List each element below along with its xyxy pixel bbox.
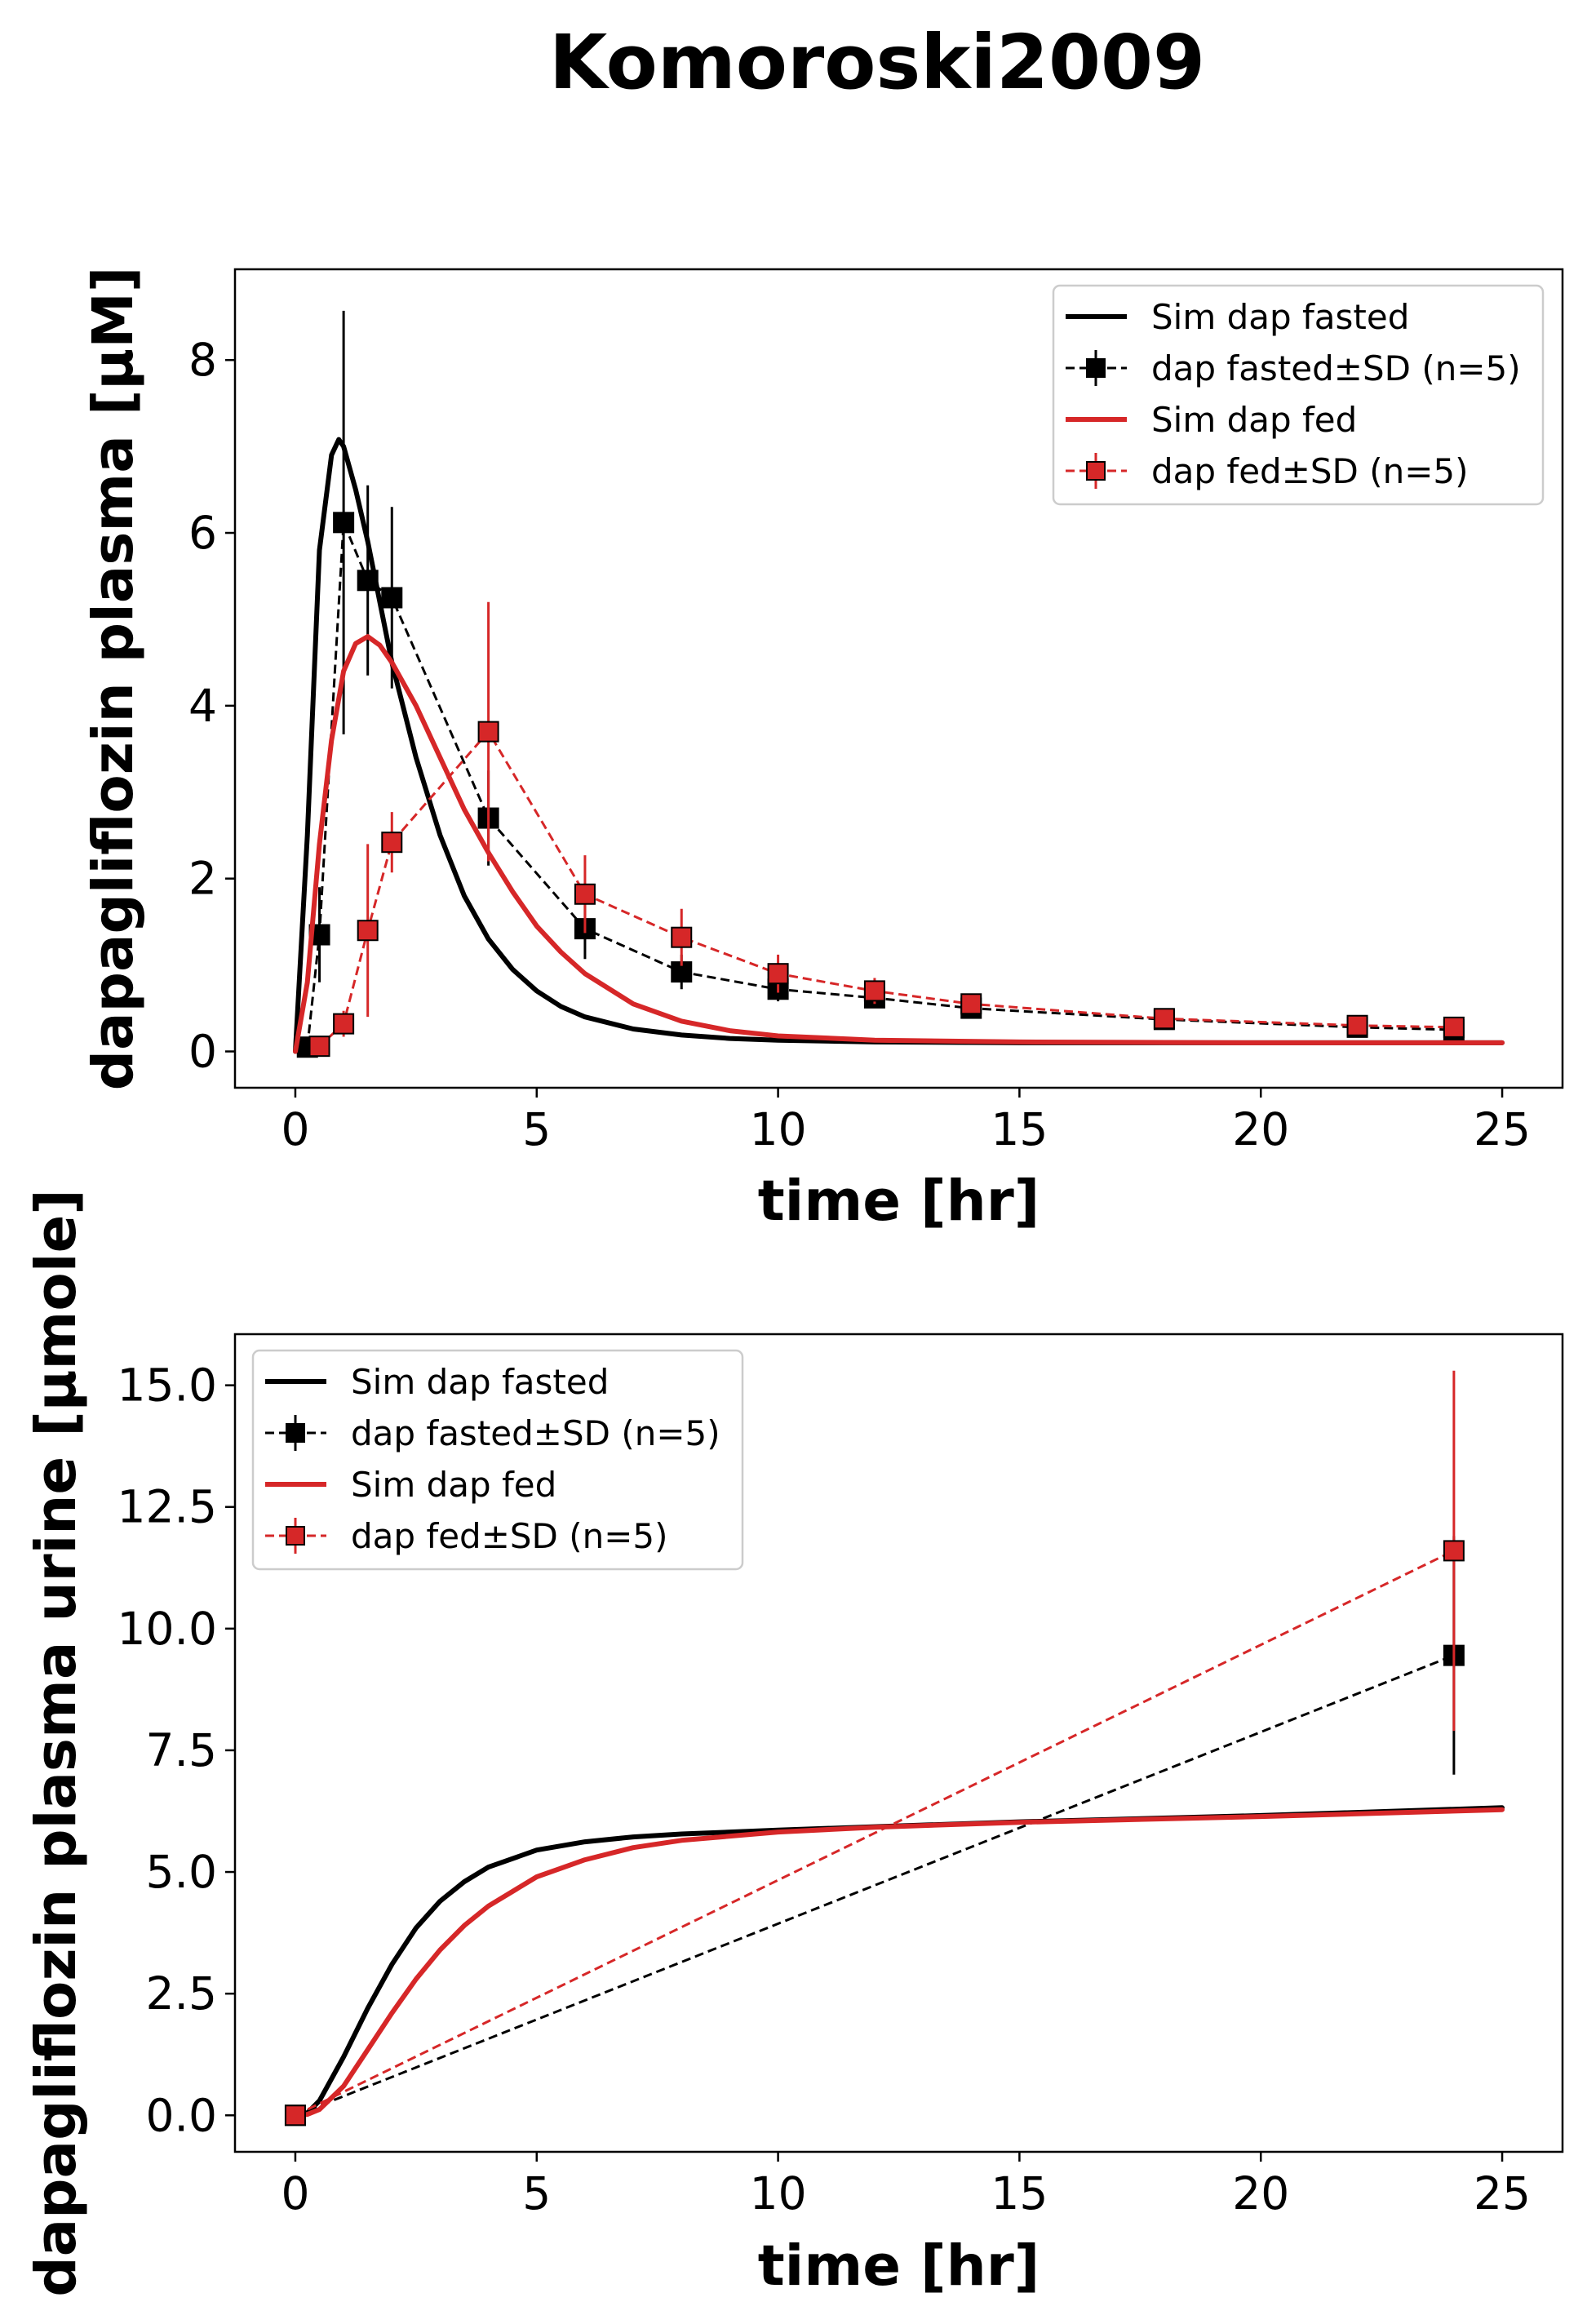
urine-y-tick-label: 2.5: [146, 1967, 217, 2020]
plasma-series-sim-dap-fasted: [293, 437, 1505, 1054]
plasma-series-dap-fasted-sd-n-5-dashed-line: [306, 521, 1454, 1048]
urine-x-tick-label: 5: [522, 2167, 551, 2220]
urine-legend-dap-fed-sd-n-5-label: dap fed±SD (n=5): [351, 1516, 668, 1556]
urine-legend-dap-fed-sd-n-5-swatch-marker: [286, 1526, 305, 1546]
plasma-legend: Sim dap fasted dap fasted±SD (n=5) Sim dap…: [1052, 284, 1545, 506]
urine-series-sim-dap-fed: [293, 1807, 1505, 2118]
urine-series-dap-fed-sd-n-5-marker: [1443, 1540, 1465, 1562]
plasma-x-axis-label: time [hr]: [758, 1169, 1040, 1234]
urine-axes-frame: [233, 1333, 1564, 2153]
plasma-legend-sim-dap-fasted-label: Sim dap fasted: [1151, 297, 1409, 337]
urine-x-axis-label: time [hr]: [758, 2233, 1040, 2299]
plasma-x-tick-label: 25: [1474, 1103, 1531, 1155]
plasma-concentration-panel: 0 5 10 15 20 25 0 2 4 6 8 time [hr] dapagliflozin pl…: [81, 267, 1564, 1234]
urine-legend-sim-dap-fed-label: Sim dap fed: [351, 1465, 556, 1505]
urine-plot-area: [284, 1370, 1505, 2127]
urine-legend-dap-fasted-sd-n-5-swatch-marker: [286, 1423, 305, 1443]
urine-series-dap-fed-sd-n-5-marker: [284, 2104, 306, 2127]
plasma-legend-dap-fasted-sd-n-5-swatch-marker: [1086, 358, 1106, 378]
plasma-series-dap-fed-sd-n-5-marker: [308, 1036, 330, 1058]
urine-series-dap-fed-sd-n-5: [284, 1370, 1465, 2127]
plasma-x-tick-label: 0: [281, 1103, 309, 1155]
urine-y-axis-label: dapagliflozin plasma urine [µmole]: [24, 1189, 89, 2297]
plasma-series-dap-fed-sd-n-5-marker: [357, 920, 379, 942]
plasma-legend-box: [1052, 284, 1545, 506]
urine-y-tick-label: 5.0: [146, 1846, 217, 1898]
plasma-series-dap-fasted-sd-n-5-marker: [381, 587, 403, 609]
plasma-y-tick-label: 6: [188, 507, 217, 559]
plasma-legend-dap-fed-sd-n-5-label: dap fed±SD (n=5): [1151, 451, 1469, 491]
urine-x-tick-label: 15: [991, 2167, 1048, 2220]
plasma-axes-frame: [233, 268, 1564, 1089]
urine-legend-sim-dap-fasted-label: Sim dap fasted: [351, 1362, 609, 1402]
plasma-series-sim-dap-fasted-line: [293, 437, 1505, 1054]
figure-title: Komoroski2009: [549, 19, 1205, 106]
plasma-series-dap-fasted-sd-n-5-marker: [333, 512, 355, 534]
plasma-series-dap-fed-sd-n-5-marker: [1346, 1014, 1368, 1036]
plasma-legend-dap-fed-sd-n-5-swatch-marker: [1086, 461, 1106, 481]
urine-series-sim-dap-fed-line: [293, 1807, 1505, 2118]
urine-legend-dap-fasted-sd-n-5-label: dap fasted±SD (n=5): [351, 1413, 720, 1453]
plasma-y-tick-label: 0: [188, 1026, 217, 1078]
urine-x-tick-label: 0: [281, 2167, 309, 2220]
urine-x-tick-label: 10: [750, 2167, 807, 2220]
urine-legend: Sim dap fasted dap fasted±SD (n=5) Sim dap…: [251, 1349, 744, 1571]
urine-amount-panel: 0 5 10 15 20 25 0.0 2.5 5.0 7.5 10.0 12.5 15.0 time […: [24, 1189, 1564, 2299]
urine-legend-box: [251, 1349, 744, 1571]
plasma-plot-area: [293, 310, 1505, 1058]
plasma-series-dap-fed-sd-n-5-marker: [477, 721, 499, 743]
plasma-series-dap-fed-sd-n-5-marker: [863, 980, 885, 1002]
plasma-series-dap-fasted-sd-n-5-marker: [357, 570, 379, 592]
urine-y-tick-label: 10.0: [117, 1603, 217, 1655]
plasma-series-dap-fed-sd-n-5: [308, 601, 1465, 1058]
plasma-x-tick-label: 5: [522, 1103, 551, 1155]
plasma-legend-sim-dap-fed-label: Sim dap fed: [1151, 400, 1357, 440]
plasma-series-dap-fed-sd-n-5-marker: [767, 963, 789, 985]
plasma-x-tick-label: 10: [750, 1103, 807, 1155]
plasma-series-dap-fed-sd-n-5-marker: [960, 993, 982, 1015]
plasma-x-tick-label: 20: [1232, 1103, 1289, 1155]
plasma-y-tick-label: 8: [188, 334, 217, 386]
plasma-series-dap-fed-sd-n-5-marker: [333, 1013, 355, 1035]
plasma-legend-dap-fasted-sd-n-5-label: dap fasted±SD (n=5): [1151, 348, 1521, 388]
plasma-y-axis-label: dapagliflozin plasma [µM]: [81, 267, 146, 1091]
plasma-y-tick-label: 2: [188, 853, 217, 905]
urine-x-tick-label: 20: [1232, 2167, 1289, 2220]
plasma-series-dap-fed-sd-n-5-marker: [1153, 1008, 1175, 1030]
urine-y-tick-label: 15.0: [117, 1359, 217, 1412]
plasma-x-tick-label: 15: [991, 1103, 1048, 1155]
plasma-series-dap-fed-sd-n-5-marker: [381, 832, 403, 854]
urine-y-tick-label: 12.5: [117, 1481, 217, 1533]
plasma-y-tick-label: 4: [188, 680, 217, 732]
urine-x-tick-label: 25: [1474, 2167, 1531, 2220]
plasma-series-dap-fed-sd-n-5-marker: [574, 883, 596, 905]
urine-series-dap-fed-sd-n-5-dashed-line: [295, 1550, 1455, 2117]
urine-y-tick-label: 0.0: [146, 2089, 217, 2141]
plasma-series-dap-fed-sd-n-5-marker: [671, 926, 693, 948]
plasma-series-dap-fed-sd-n-5-marker: [1443, 1016, 1465, 1038]
urine-y-tick-label: 7.5: [146, 1724, 217, 1776]
plasma-series-dap-fasted-sd-n-5-marker: [671, 961, 693, 983]
